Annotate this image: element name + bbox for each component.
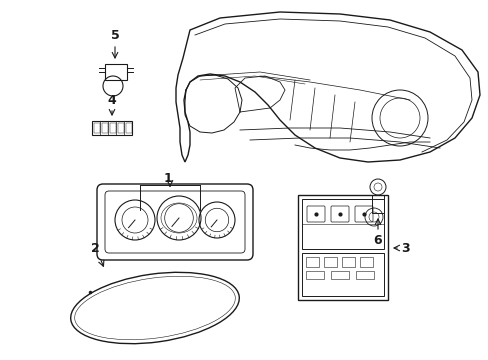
Text: 6: 6 [373,234,382,247]
Bar [324,257,336,267]
Bar [305,271,324,279]
Bar [92,121,132,135]
Text: 4: 4 [107,94,116,107]
Bar [371,195,383,213]
Bar [94,123,100,133]
Text: 3: 3 [400,242,408,255]
Bar [330,271,348,279]
Bar [126,123,132,133]
Bar [118,123,124,133]
Bar [105,64,127,80]
Bar [359,257,372,267]
Bar [110,123,116,133]
Bar [302,199,383,249]
Text: 1: 1 [163,171,172,185]
Text: 5: 5 [110,28,119,41]
Text: 2: 2 [90,242,99,255]
Bar [355,271,373,279]
Bar [341,257,354,267]
Bar [305,257,318,267]
Bar [297,195,387,300]
Bar [102,123,108,133]
Bar [302,253,383,296]
